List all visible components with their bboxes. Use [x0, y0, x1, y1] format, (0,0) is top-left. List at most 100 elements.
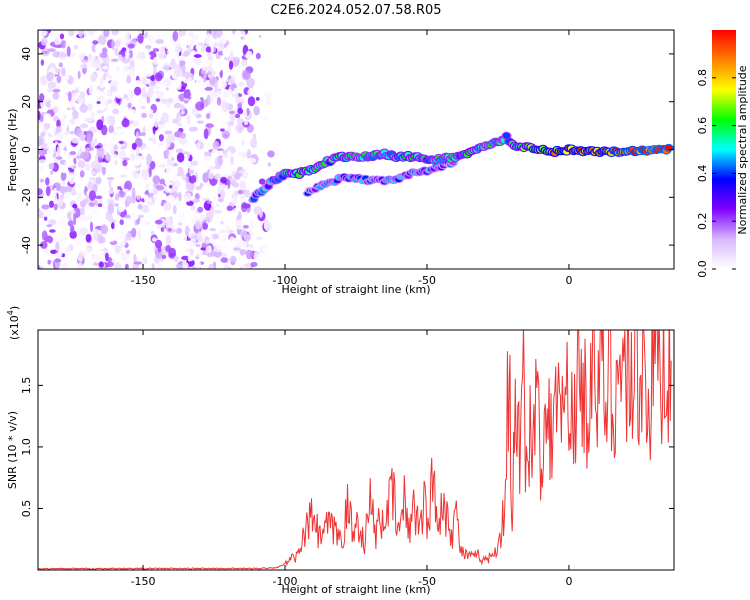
- noise-speckle: [181, 64, 186, 75]
- noise-speckle: [225, 225, 230, 233]
- colorbar-gradient: [712, 30, 736, 269]
- snr-panel: -150 -100 -50 0 0.5 1.0 1.5 Height of straigh…: [6, 306, 675, 596]
- noise-speckle: [57, 216, 67, 226]
- noise-speckle: [53, 203, 58, 211]
- noise-speckle: [99, 236, 106, 244]
- noise-speckle: [77, 160, 86, 169]
- noise-speckle: [203, 99, 209, 108]
- noise-speckle: [151, 263, 155, 269]
- noise-speckle: [79, 103, 88, 113]
- noise-speckle: [41, 68, 45, 73]
- snr-y-multiplier: (x104): [6, 306, 21, 340]
- noise-speckle: [247, 96, 256, 107]
- noise-speckle: [213, 248, 222, 253]
- noise-speckle: [158, 164, 166, 168]
- noise-speckle: [120, 251, 130, 261]
- noise-speckle: [173, 255, 179, 263]
- noise-speckle: [54, 252, 63, 258]
- noise-speckle: [193, 57, 202, 66]
- noise-speckle: [168, 184, 173, 189]
- spectrogram-y-tick-label: -20: [20, 188, 33, 206]
- noise-speckle: [226, 121, 235, 126]
- noise-region: [38, 30, 278, 269]
- noise-speckle: [240, 195, 246, 199]
- noise-speckle: [220, 220, 224, 225]
- noise-speckle: [142, 163, 149, 170]
- noise-speckle: [55, 241, 60, 252]
- noise-speckle: [146, 108, 154, 115]
- noise-speckle: [193, 54, 202, 58]
- noise-speckle: [83, 56, 89, 61]
- noise-speckle: [99, 242, 105, 250]
- snr-y-tick-label: 0.5: [20, 500, 33, 518]
- noise-speckle: [230, 155, 234, 165]
- noise-speckle: [92, 228, 100, 233]
- noise-speckle: [70, 65, 75, 77]
- noise-speckle: [203, 128, 209, 140]
- noise-speckle: [192, 131, 197, 137]
- noise-speckle: [227, 186, 236, 195]
- noise-speckle: [107, 203, 115, 214]
- noise-speckle: [135, 145, 140, 157]
- noise-speckle: [255, 52, 261, 60]
- noise-speckle: [71, 106, 76, 111]
- noise-speckle: [204, 66, 213, 72]
- noise-speckle: [129, 97, 134, 103]
- noise-speckle: [230, 251, 236, 255]
- noise-speckle: [38, 159, 47, 164]
- noise-speckle: [67, 220, 74, 227]
- noise-speckle: [48, 210, 52, 218]
- noise-speckle: [246, 77, 255, 89]
- noise-speckle: [94, 249, 101, 256]
- noise-speckle: [221, 130, 230, 139]
- noise-speckle: [166, 135, 175, 144]
- noise-speckle: [217, 50, 224, 56]
- noise-speckle: [38, 208, 41, 212]
- noise-speckle: [109, 115, 116, 127]
- noise-speckle: [164, 40, 169, 49]
- noise-speckle: [97, 197, 103, 205]
- noise-speckle: [264, 91, 273, 99]
- noise-speckle: [38, 30, 42, 34]
- noise-speckle: [253, 205, 263, 216]
- noise-speckle: [96, 147, 105, 158]
- noise-speckle: [253, 253, 260, 261]
- noise-speckle: [148, 137, 154, 141]
- noise-speckle: [157, 259, 162, 269]
- noise-speckle: [234, 172, 241, 180]
- noise-speckle: [78, 30, 84, 38]
- noise-speckle: [174, 167, 179, 175]
- noise-speckle: [209, 206, 215, 217]
- noise-speckle: [65, 112, 73, 121]
- noise-speckle: [107, 77, 111, 82]
- noise-speckle: [239, 249, 247, 256]
- noise-speckle: [130, 149, 135, 155]
- noise-speckle: [88, 85, 94, 95]
- noise-speckle: [121, 117, 130, 128]
- noise-speckle: [125, 195, 134, 204]
- noise-speckle: [133, 253, 137, 265]
- noise-speckle: [160, 32, 168, 38]
- noise-speckle: [157, 124, 166, 129]
- noise-speckle: [112, 174, 121, 179]
- spectrogram-x-label: Height of straight line (km): [281, 283, 430, 296]
- noise-speckle: [222, 47, 231, 58]
- noise-speckle: [232, 247, 241, 251]
- noise-speckle: [189, 169, 195, 175]
- noise-speckle: [139, 58, 146, 66]
- noise-speckle: [151, 237, 158, 242]
- noise-speckle: [221, 184, 229, 190]
- noise-speckle: [190, 238, 197, 247]
- noise-speckle: [66, 85, 71, 94]
- noise-speckle: [202, 172, 209, 184]
- noise-speckle: [80, 123, 89, 129]
- noise-speckle: [61, 165, 67, 174]
- noise-speckle: [245, 50, 253, 61]
- noise-speckle: [125, 30, 131, 41]
- noise-speckle: [165, 87, 169, 91]
- noise-speckle: [261, 160, 265, 171]
- noise-speckle: [48, 174, 54, 184]
- noise-speckle: [114, 245, 121, 254]
- noise-speckle: [116, 92, 123, 99]
- noise-speckle: [119, 133, 126, 142]
